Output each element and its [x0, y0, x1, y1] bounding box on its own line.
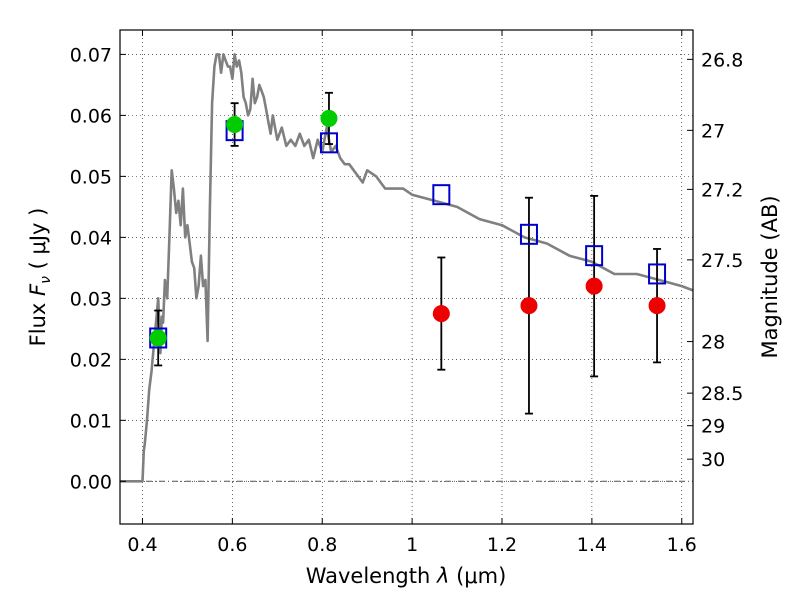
y2-axis-label: Magnitude (AB): [758, 195, 782, 358]
y-tick-label: 0.07: [70, 44, 112, 66]
x-axis-label: Wavelength λ (μm): [306, 564, 507, 588]
y-axis-label: Flux Fν ( μJy ): [26, 208, 54, 347]
mag-tick-label: 29: [701, 416, 725, 438]
detection-point: [320, 109, 338, 127]
detection-point: [149, 329, 167, 347]
model-flux-square: [319, 132, 338, 154]
mag-tick-label: 27: [701, 120, 725, 142]
x-tick-label: 0.8: [307, 534, 337, 556]
model-flux-square: [648, 263, 667, 285]
mag-tick-label: 30: [701, 449, 725, 471]
mag-tick-label: 28: [701, 332, 725, 354]
mag-tick-label: 27.2: [701, 179, 743, 201]
x-tick-label: 0.6: [217, 534, 247, 556]
x-tick-label: 1.4: [577, 534, 607, 556]
y-tick-label: 0.04: [70, 227, 112, 249]
axis-ticks: [120, 30, 693, 524]
model-spectrum: [120, 53, 694, 483]
mag-tick-label: 27.5: [701, 250, 743, 272]
mag-tick-label: 26.8: [701, 49, 743, 71]
plot-frame: [119, 29, 694, 525]
model-flux-square: [585, 245, 604, 267]
y-tick-label: 0.02: [70, 349, 112, 371]
mag-tick-label: 28.5: [701, 383, 743, 405]
tick-labels: 0.4 0.6 0.8 1 1.2 1.4 1.6 0.00 0.01 0.02 0.03 0.04 0…: [70, 44, 744, 556]
detection-point: [226, 116, 244, 134]
nir-measurement-point: [432, 305, 450, 323]
y-tick-label: 0.06: [70, 105, 112, 127]
x-tick-label: 1: [406, 534, 418, 556]
spectrum-line: [120, 53, 694, 483]
model-flux-square: [432, 184, 451, 206]
x-tick-label: 1.2: [487, 534, 517, 556]
x-tick-label: 0.4: [127, 534, 157, 556]
y-tick-label: 0.01: [70, 410, 112, 432]
markers: [149, 109, 667, 349]
nir-measurement-point: [648, 297, 666, 315]
model-flux-square: [519, 223, 538, 245]
y-tick-label: 0.00: [70, 471, 112, 493]
y-tick-label: 0.03: [70, 288, 112, 310]
nir-measurement-point: [520, 297, 538, 315]
nir-measurement-point: [585, 277, 603, 295]
x-tick-label: 1.6: [667, 534, 697, 556]
y-tick-label: 0.05: [70, 166, 112, 188]
